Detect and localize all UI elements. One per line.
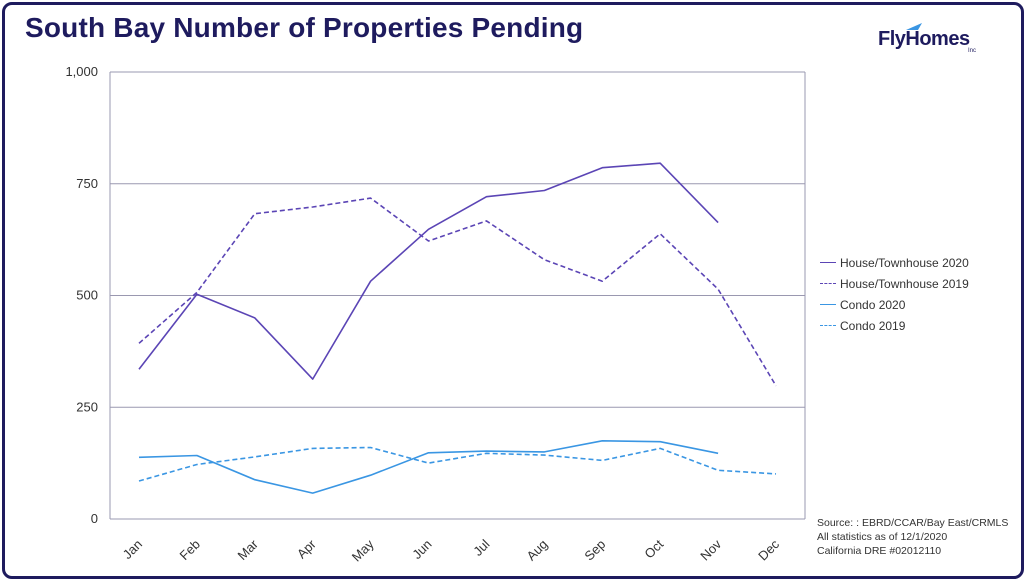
- x-tick-label: Jan: [120, 537, 145, 562]
- logo-text: FlyHomes: [878, 28, 970, 50]
- x-tick-label: Feb: [177, 537, 203, 563]
- legend: House/Townhouse 2020 House/Townhouse 2019…: [820, 252, 969, 336]
- legend-item: Condo 2019: [820, 315, 969, 336]
- y-tick-label: 0: [91, 511, 98, 526]
- legend-item: House/Townhouse 2019: [820, 273, 969, 294]
- axes: [109, 72, 806, 519]
- source-note: Source: : EBRD/CCAR/Bay East/CRMLS All st…: [817, 516, 1008, 558]
- y-tick-label: 1,000: [65, 64, 98, 79]
- x-tick-label: Jun: [409, 537, 434, 562]
- legend-label: Condo 2020: [840, 297, 906, 312]
- series-line-3: [138, 446, 777, 482]
- x-tick-label: Apr: [294, 536, 319, 561]
- y-tick-label: 750: [76, 176, 98, 191]
- x-tick-label: Nov: [697, 536, 724, 563]
- logo-wing-icon: [906, 23, 922, 30]
- x-tick-label: Jul: [470, 536, 492, 558]
- series-line-2: [138, 439, 719, 494]
- legend-item: House/Townhouse 2020: [820, 252, 969, 273]
- series-line-1: [138, 197, 777, 387]
- x-tick-label: May: [349, 536, 377, 564]
- source-line: All statistics as of 12/1/2020: [817, 531, 948, 543]
- legend-label: House/Townhouse 2019: [840, 276, 969, 291]
- source-line: Source: : EBRD/CCAR/Bay East/CRMLS: [817, 517, 1009, 529]
- legend-swatch: [820, 325, 836, 326]
- legend-label: Condo 2019: [840, 318, 906, 333]
- legend-swatch: [820, 283, 836, 284]
- series-line-0: [138, 162, 719, 380]
- legend-label: House/Townhouse 2020: [840, 255, 969, 270]
- legend-swatch: [820, 262, 836, 263]
- x-tick-label: Aug: [524, 537, 551, 564]
- x-tick-label: Oct: [641, 536, 666, 561]
- source-line: California DRE #02012110: [817, 545, 942, 557]
- y-tick-label: 250: [76, 399, 98, 414]
- x-tick-label: Mar: [234, 536, 261, 563]
- flyhomes-logo: FlyHomes Inc: [878, 23, 988, 56]
- chart-title: South Bay Number of Properties Pending: [25, 12, 584, 43]
- logo-sub: Inc: [968, 48, 977, 54]
- legend-swatch: [820, 304, 836, 305]
- x-tick-label: Dec: [755, 536, 782, 563]
- y-tick-label: 500: [76, 288, 98, 303]
- series-lines: [138, 162, 777, 494]
- grid-lines: [110, 71, 805, 520]
- x-tick-label: Sep: [581, 537, 608, 564]
- legend-item: Condo 2020: [820, 294, 969, 315]
